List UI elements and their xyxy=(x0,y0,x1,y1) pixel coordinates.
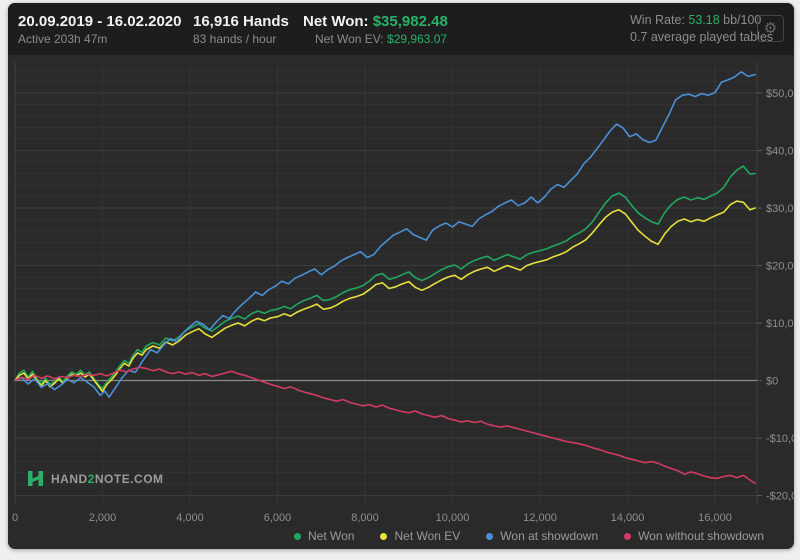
net-won-ev-line: Net Won EV: $29,963.07 xyxy=(303,31,448,48)
hands-total: 16,916 Hands xyxy=(193,13,289,30)
win-rate-line: Win Rate: 53.18 bb/100 xyxy=(630,12,773,29)
svg-text:6,000: 6,000 xyxy=(264,512,292,524)
net-won-dot-icon xyxy=(294,532,302,540)
stats-header: 20.09.2019 - 16.02.2020 Active 203h 47m … xyxy=(8,3,794,55)
series-line-won-without-showdown xyxy=(14,366,756,485)
svg-text:4,000: 4,000 xyxy=(176,512,204,524)
svg-text:-$20,000: -$20,000 xyxy=(766,491,794,503)
net-won-label: Net Won: xyxy=(303,13,369,30)
legend-label-won-without-showdown: Won without showdown xyxy=(638,529,764,543)
svg-text:$0: $0 xyxy=(766,376,778,388)
net-won-ev-dot-icon xyxy=(380,532,388,540)
hands-block: 16,916 Hands 83 hands / hour xyxy=(193,12,289,48)
legend-item-won-at-showdown[interactable]: Won at showdown xyxy=(486,529,598,543)
svg-text:8,000: 8,000 xyxy=(351,512,379,524)
svg-text:-$10,000: -$10,000 xyxy=(766,433,794,445)
win-rate-unit: bb/100 xyxy=(723,13,762,27)
logo-prefix: HAND xyxy=(51,471,88,486)
svg-text:14,000: 14,000 xyxy=(611,512,645,524)
legend-item-net-won-ev[interactable]: Net Won EV xyxy=(380,529,460,543)
series-line-net-won-ev xyxy=(14,200,756,393)
svg-text:10,000: 10,000 xyxy=(436,512,470,524)
settings-button[interactable]: ⚙ xyxy=(757,15,784,42)
logo-suffix: NOTE.COM xyxy=(94,471,164,486)
legend-label-net-won-ev: Net Won EV xyxy=(394,529,461,543)
legend-item-net-won[interactable]: Net Won xyxy=(294,529,354,543)
series-line-won-at-showdown xyxy=(14,70,756,399)
win-rate-block: Win Rate: 53.18 bb/100 0.7 average playe… xyxy=(630,12,773,46)
net-won-value: $35,982.48 xyxy=(372,13,448,30)
svg-text:$10,000: $10,000 xyxy=(766,318,794,330)
date-range: 20.09.2019 - 16.02.2020 xyxy=(18,13,182,30)
net-won-block: Net Won: $35,982.48 Net Won EV: $29,963.… xyxy=(303,12,448,48)
won-at-showdown-dot-icon xyxy=(486,532,494,540)
won-without-showdown-dot-icon xyxy=(624,532,632,540)
session-period-block: 20.09.2019 - 16.02.2020 Active 203h 47m xyxy=(18,12,181,48)
hand2note-logo: HAND2NOTE.COM xyxy=(27,470,164,487)
avg-tables: 0.7 average played tables xyxy=(630,30,774,44)
svg-text:$40,000: $40,000 xyxy=(766,146,794,158)
svg-text:$30,000: $30,000 xyxy=(766,203,794,215)
net-won-ev-label: Net Won EV: xyxy=(315,32,384,46)
series-line-net-won xyxy=(14,165,756,390)
gear-icon: ⚙ xyxy=(763,20,778,37)
legend-label-won-at-showdown: Won at showdown xyxy=(500,529,599,543)
app-window: 20.09.2019 - 16.02.2020 Active 203h 47m … xyxy=(8,3,794,549)
svg-text:$50,000: $50,000 xyxy=(766,88,794,100)
legend-label-net-won: Net Won xyxy=(308,529,355,543)
win-rate-label: Win Rate: xyxy=(630,13,685,27)
svg-text:$20,000: $20,000 xyxy=(766,261,794,273)
svg-text:2,000: 2,000 xyxy=(89,512,117,524)
legend-item-won-without-showdown[interactable]: Won without showdown xyxy=(624,529,764,543)
logo-accent: 2 xyxy=(87,471,95,486)
win-rate-value: 53.18 xyxy=(688,13,720,27)
hands-per-hour: 83 hands / hour xyxy=(193,32,277,46)
svg-text:0: 0 xyxy=(12,512,18,524)
svg-text:16,000: 16,000 xyxy=(698,512,732,524)
chart-legend: Net Won Net Won EV Won at showdown Won w… xyxy=(294,526,764,546)
active-time: Active 203h 47m xyxy=(18,32,108,46)
svg-text:12,000: 12,000 xyxy=(523,512,557,524)
net-won-ev-value: $29,963.07 xyxy=(387,32,448,46)
logo-text: HAND2NOTE.COM xyxy=(51,472,164,486)
hand2note-h-icon xyxy=(28,471,43,486)
net-won-line: Net Won: $35,982.48 xyxy=(303,12,448,31)
winnings-line-chart: 0 2,000 4,000 6,000 8,000 10,000 12,000 14,000 1… xyxy=(12,62,794,524)
